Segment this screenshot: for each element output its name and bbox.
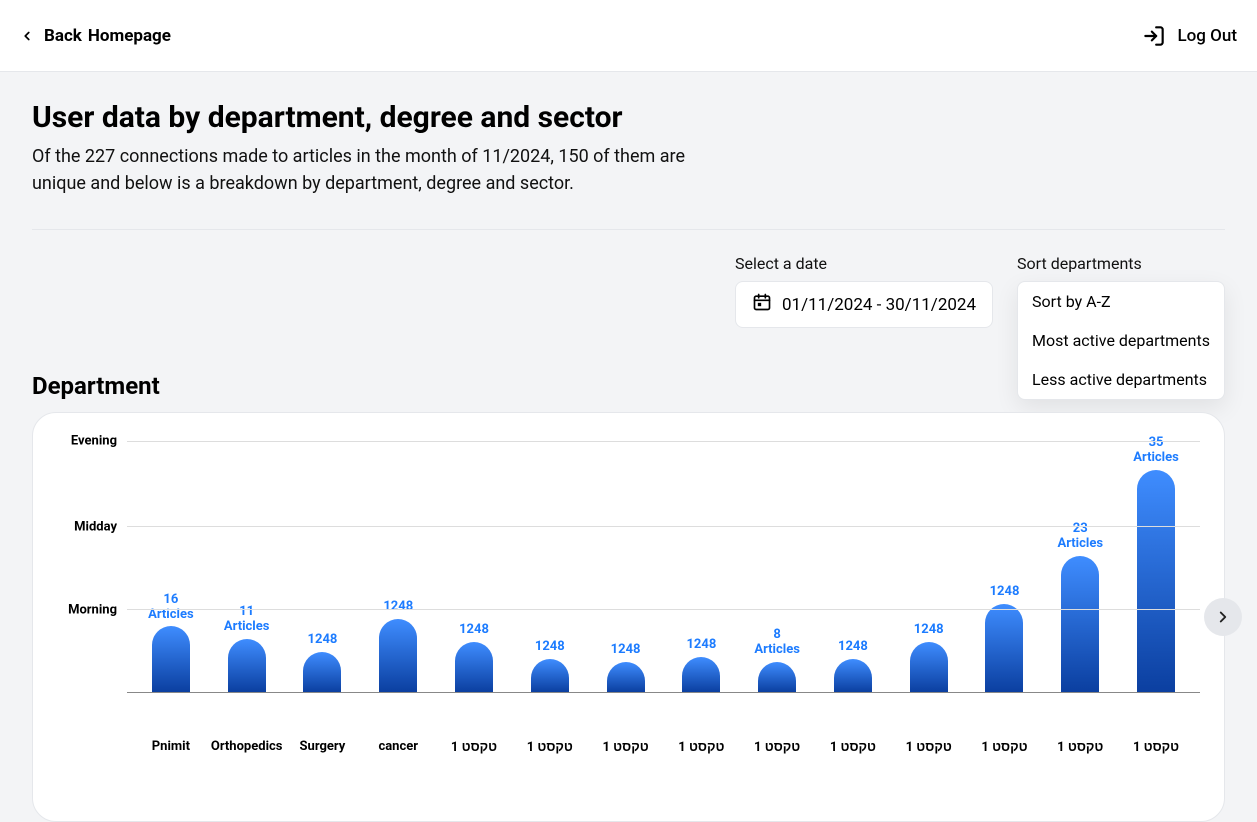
chevron-right-icon: [1214, 608, 1232, 626]
bar-rect: [228, 639, 266, 692]
logout-icon: [1141, 23, 1167, 49]
bar[interactable]: 1248: [665, 638, 737, 692]
y-axis-labels: EveningMiddayMorning: [57, 441, 117, 693]
bar[interactable]: 16 Articles: [135, 593, 207, 692]
date-value: 01/11/2024 - 30/11/2024: [782, 295, 976, 315]
bar[interactable]: 1248: [286, 633, 358, 692]
x-axis-label: טקסט 1: [741, 739, 813, 755]
sort-dropdown: Sort by A-Z Most active departments Less…: [1017, 281, 1225, 400]
date-label: Select a date: [735, 254, 993, 273]
bar[interactable]: 1248: [362, 600, 434, 692]
x-axis-label: טקסט 1: [590, 739, 662, 755]
bar-value-label: 1248: [535, 640, 565, 655]
sort-option-most-active[interactable]: Most active departments: [1018, 321, 1224, 360]
x-axis-label: טקסט 1: [514, 739, 586, 755]
x-axis-label: Pnimit: [135, 739, 207, 755]
y-axis-label: Morning: [68, 602, 117, 617]
bar-rect: [607, 662, 645, 692]
bar-value-label: 1248: [308, 633, 338, 648]
breadcrumb: Back Homepage: [44, 26, 171, 46]
bar-rect: [985, 604, 1023, 692]
bar-rect: [379, 619, 417, 692]
chart-area: EveningMiddayMorning 16 Articles11 Artic…: [127, 441, 1200, 731]
bar[interactable]: 8 Articles: [741, 628, 813, 692]
bar[interactable]: 1248: [590, 643, 662, 692]
divider: [32, 229, 1225, 230]
bar-rect: [455, 642, 493, 692]
bar-rect: [682, 657, 720, 692]
sort-control: Sort departments Sort by A-Z Most active…: [1017, 254, 1225, 400]
bar[interactable]: 1248: [514, 640, 586, 692]
x-axis-label: טקסט 1: [665, 739, 737, 755]
bar-value-label: 1248: [914, 623, 944, 638]
breadcrumb-group: Back Homepage: [20, 26, 171, 46]
y-axis-label: Evening: [71, 434, 117, 449]
section-title: Department: [32, 372, 160, 400]
bar-rect: [303, 652, 341, 692]
chevron-left-icon[interactable]: [20, 29, 34, 43]
bar-rect: [1137, 470, 1175, 692]
bar-value-label: 1248: [686, 638, 716, 653]
x-axis-label: Orthopedics: [211, 739, 283, 755]
chart-card: Evening Midday Morning 16 Articles 11 Artic…: [32, 412, 1225, 822]
scroll-right-button[interactable]: [1204, 598, 1242, 636]
bar[interactable]: 1248: [438, 623, 510, 692]
bar-value-label: 16 Articles: [148, 593, 194, 623]
x-axis-label: טקסט 1: [1044, 739, 1116, 755]
date-picker[interactable]: 01/11/2024 - 30/11/2024: [735, 281, 993, 328]
bar[interactable]: 1248: [968, 585, 1040, 692]
bar-rect: [910, 642, 948, 692]
bar-value-label: 1248: [459, 623, 489, 638]
logout-group[interactable]: Log Out: [1141, 23, 1237, 49]
page-content: User data by department, degree and sect…: [0, 72, 1257, 822]
x-axis-label: טקסט 1: [817, 739, 889, 755]
bar-rect: [152, 626, 190, 692]
bar-rect: [834, 659, 872, 692]
x-axis-label: Surgery: [286, 739, 358, 755]
bars-container: 16 Articles 11 Articles 1248 1248 1248 1248 12…: [127, 441, 1200, 692]
date-control: Select a date 01/11/2024 - 30/11/2024: [735, 254, 993, 400]
gridline: [127, 441, 1200, 442]
page-title: User data by department, degree and sect…: [32, 100, 1225, 135]
y-axis-label: Midday: [74, 519, 117, 534]
x-axis-label: טקסט 1: [968, 739, 1040, 755]
bar[interactable]: 1248: [893, 623, 965, 692]
bar-rect: [1061, 556, 1099, 692]
x-axis-label: טקסט 1: [893, 739, 965, 755]
sort-option-az[interactable]: Sort by A-Z: [1018, 282, 1224, 321]
bar-value-label: 8 Articles: [754, 628, 800, 658]
bar-rect: [531, 659, 569, 692]
bar-value-label: 1248: [838, 640, 868, 655]
controls-row: Select a date 01/11/2024 - 30/11/2024: [735, 254, 1225, 400]
bar[interactable]: 35 Articles: [1120, 436, 1192, 692]
logout-label: Log Out: [1177, 26, 1237, 46]
x-axis-label: טקסט 1: [1120, 739, 1192, 755]
bar-value-label: 1248: [990, 585, 1020, 600]
x-axis-label: cancer: [362, 739, 434, 755]
bar[interactable]: 1248: [817, 640, 889, 692]
x-axis-labels: PnimitOrthopedicsSurgerycancerטקסט 1טקסט…: [127, 731, 1200, 755]
gridline: [127, 526, 1200, 527]
bar-value-label: 1248: [611, 643, 641, 658]
top-bar: Back Homepage Log Out: [0, 0, 1257, 72]
sort-label: Sort departments: [1017, 254, 1225, 273]
page-subtitle: Of the 227 connections made to articles …: [32, 143, 692, 197]
gridline: [127, 609, 1200, 610]
sort-option-less-active[interactable]: Less active departments: [1018, 360, 1224, 399]
calendar-icon: [752, 292, 772, 317]
bar-rect: [758, 662, 796, 692]
back-link[interactable]: Back: [44, 26, 82, 46]
x-axis-label: טקסט 1: [438, 739, 510, 755]
bar[interactable]: 23 Articles: [1044, 522, 1116, 692]
chart-plot: 16 Articles 11 Articles 1248 1248 1248 1248 12…: [127, 441, 1200, 693]
home-link[interactable]: Homepage: [88, 26, 171, 46]
bar[interactable]: 11 Articles: [211, 605, 283, 692]
bar-value-label: 1248: [383, 600, 413, 615]
